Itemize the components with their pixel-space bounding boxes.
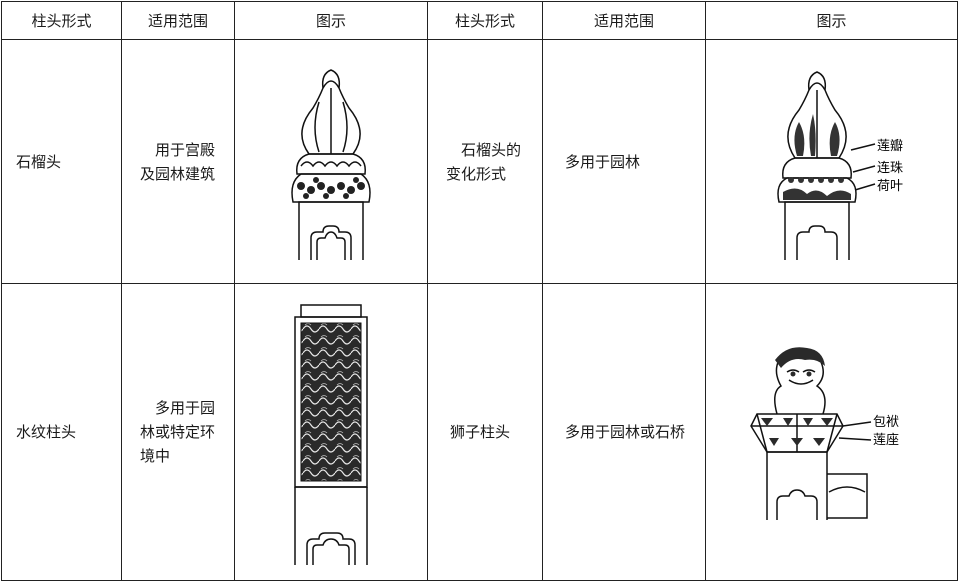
- figure-cell: [234, 283, 428, 581]
- usage-scope-cell: 用于宫殿及园林建筑: [121, 39, 235, 284]
- figure-label-lotus-seat: 莲座: [873, 433, 899, 448]
- table-row: 石榴头 用于宫殿及园林建筑: [1, 39, 958, 284]
- header-cell: 柱头形式: [427, 1, 543, 40]
- usage-scope-cell: 多用于园林或特定环境中: [121, 283, 235, 581]
- header-cell: 适用范围: [121, 1, 235, 40]
- header-cell: 柱头形式: [1, 1, 122, 40]
- header-cell: 适用范围: [542, 1, 706, 40]
- usage-scope-cell: 多用于园林或石桥: [542, 283, 706, 581]
- figure-cell: 包袱 莲座: [705, 283, 958, 581]
- figure-label-lotus-leaf: 荷叶: [877, 179, 903, 194]
- figure-label-bundle-cloth: 包袱: [873, 414, 899, 430]
- pomegranate-variant-drawing: 莲瓣 连珠 荷叶: [776, 70, 903, 260]
- table-header-row: 柱头形式 适用范围 图示 柱头形式 适用范围 图示: [1, 1, 958, 40]
- head-type-cell: 石榴头: [1, 39, 122, 284]
- head-type-cell: 水纹柱头: [1, 283, 122, 581]
- figure-cell: [234, 39, 428, 284]
- pomegranate-head-drawing: [291, 68, 371, 260]
- figure-label-lotus-petal: 莲瓣: [877, 139, 903, 154]
- head-type-cell: 石榴头的变化形式: [427, 39, 543, 284]
- header-cell: 图示: [234, 1, 428, 40]
- figure-label-pearl-string: 连珠: [877, 160, 903, 176]
- header-cell: 图示: [705, 1, 958, 40]
- figure-cell: 莲瓣 连珠 荷叶: [705, 39, 958, 284]
- lion-head-drawing: 包袱 莲座: [749, 347, 899, 520]
- head-type-cell: 狮子柱头: [427, 283, 543, 581]
- table-row: 水纹柱头 多用于园林或特定环境中: [1, 283, 958, 581]
- usage-scope-cell: 多用于园林: [542, 39, 706, 284]
- water-pattern-head-drawing: [294, 304, 368, 565]
